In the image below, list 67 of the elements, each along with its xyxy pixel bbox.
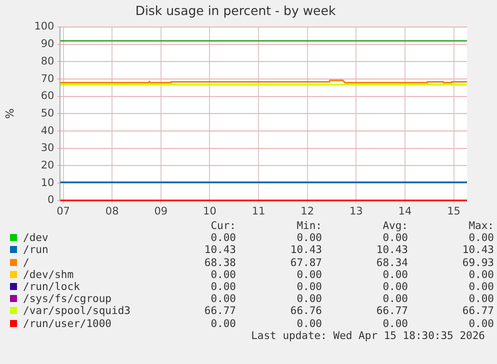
- x-tick-label: 07: [56, 205, 70, 218]
- text: 0.00: [382, 280, 408, 294]
- text: 0.00: [296, 268, 322, 281]
- text: 0.00: [210, 318, 236, 330]
- text: 10.43: [461, 244, 494, 257]
- y-tick-label: 60: [40, 90, 54, 102]
- text: 68.34: [375, 256, 408, 269]
- text: 69.93: [461, 256, 494, 269]
- text: 0.00: [210, 268, 236, 281]
- x-tick-label: 13: [349, 205, 363, 218]
- text: 10.43: [203, 244, 236, 257]
- legend-label: /run/lock: [22, 280, 81, 294]
- x-tick-label: 12: [300, 205, 314, 218]
- y-axis-title: %: [3, 108, 16, 119]
- text: 0.00: [296, 232, 322, 244]
- text: Last update: Wed Apr 15 18:30:35 2026: [250, 330, 485, 342]
- text: 66.76: [289, 305, 322, 318]
- y-tick-label: 20: [40, 159, 54, 172]
- text: 10.43: [289, 244, 322, 257]
- text: 0.00: [468, 268, 494, 281]
- text: 0.00: [210, 293, 236, 306]
- legend-label: /run/user/1000: [22, 318, 113, 330]
- y-tick-label: 10: [40, 176, 54, 189]
- legend-label: /: [22, 256, 30, 269]
- x-tick-label: 15: [447, 205, 460, 218]
- y-tick-label: 0: [48, 194, 54, 206]
- text: 66.77: [375, 305, 408, 318]
- text: 0.00: [468, 293, 494, 306]
- legend-label: /var/spool/squid3: [22, 305, 132, 318]
- legend-label: /sys/fs/cgroup: [22, 293, 113, 306]
- y-tick-label: 40: [40, 124, 54, 137]
- text: 0.00: [210, 280, 236, 294]
- text: 0.00: [382, 318, 408, 330]
- text: 10.43: [375, 244, 408, 257]
- x-tick-label: 14: [398, 205, 412, 218]
- y-tick-label: 70: [40, 72, 54, 85]
- y-tick-label: 50: [40, 107, 54, 120]
- text: 66.77: [203, 305, 236, 318]
- text: 0.00: [296, 293, 322, 306]
- x-tick-label: 09: [154, 205, 168, 218]
- text: 0.00: [382, 232, 408, 244]
- y-tick-label: 80: [40, 55, 54, 68]
- chart-title: Disk usage in percent - by week: [135, 2, 336, 18]
- legend-label: /run: [22, 244, 50, 257]
- text: 0.00: [296, 318, 322, 330]
- x-tick-label: 08: [105, 205, 119, 218]
- x-tick-label: 10: [203, 205, 216, 218]
- text: 0.00: [468, 232, 494, 244]
- text: 0.00: [382, 268, 408, 281]
- text: 0.00: [468, 318, 494, 330]
- text: 66.77: [461, 305, 494, 318]
- legend-label: /dev/shm: [22, 268, 75, 281]
- text: 67.87: [289, 256, 322, 269]
- y-tick-label: 100: [34, 20, 54, 33]
- text: 0.00: [468, 280, 494, 294]
- text: Cur:: [210, 220, 236, 232]
- text: Min:: [296, 220, 322, 232]
- text: 0.00: [382, 293, 408, 306]
- text: 0.00: [210, 232, 236, 244]
- text: 68.38: [203, 256, 236, 269]
- text: Max:: [468, 220, 494, 232]
- legend-label: /dev: [22, 232, 50, 244]
- y-tick-label: 30: [40, 142, 54, 154]
- y-tick-label: 90: [40, 38, 54, 50]
- x-tick-label: 11: [252, 205, 266, 218]
- text: Avg:: [382, 220, 408, 232]
- text: 0.00: [296, 280, 322, 294]
